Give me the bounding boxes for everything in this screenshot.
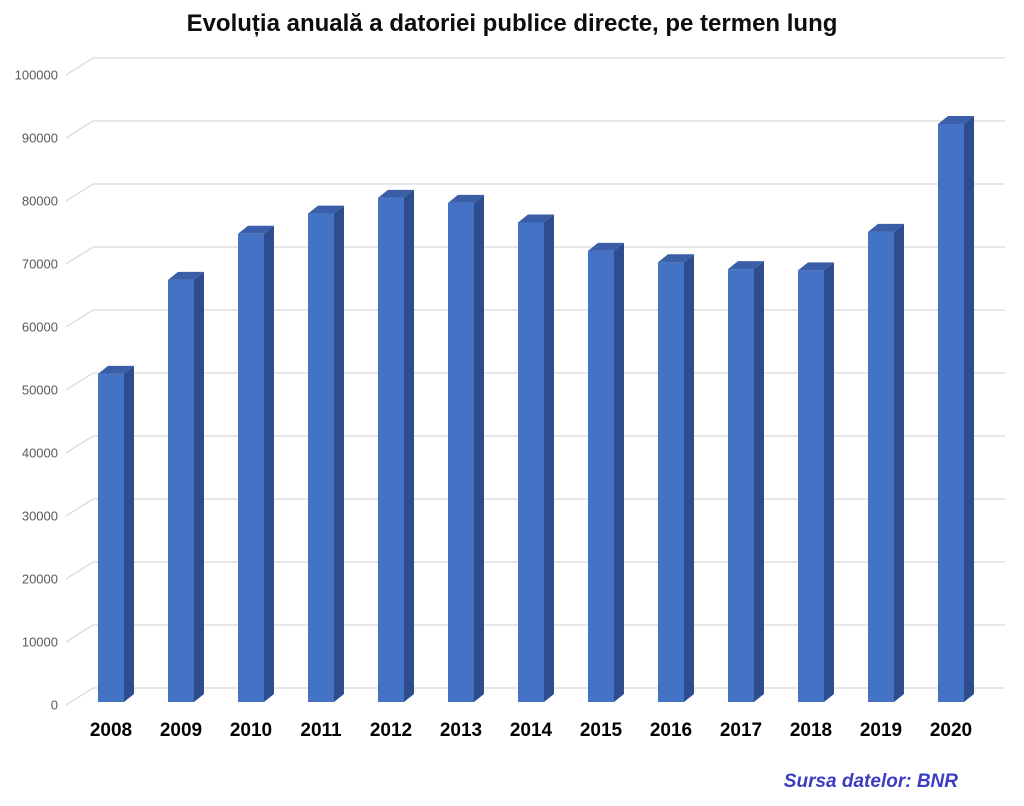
- bar-top-face: [238, 225, 274, 234]
- bar-side-face: [404, 189, 414, 702]
- x-tick-label: 2013: [440, 720, 482, 741]
- y-tick-label: 20000: [22, 571, 58, 586]
- gridline-diagonal: [65, 120, 94, 139]
- y-tick-label: 70000: [22, 256, 58, 271]
- bar-side-face: [614, 242, 624, 702]
- bar-side-face: [264, 225, 274, 702]
- gridline-diagonal: [65, 183, 94, 202]
- bar-side-face: [754, 261, 764, 702]
- gridline-diagonal: [65, 498, 94, 517]
- bar-top-face: [518, 214, 554, 223]
- x-tick-label: 2014: [510, 720, 553, 741]
- x-tick-label: 2010: [230, 720, 272, 741]
- gridline-diagonal: [65, 309, 94, 328]
- bar-side-face: [194, 271, 204, 702]
- bar-side-face: [684, 254, 694, 702]
- bar-top-face: [938, 116, 974, 125]
- y-tick-label: 80000: [22, 193, 58, 208]
- x-tick-label: 2009: [160, 720, 202, 741]
- gridline-diagonal: [65, 372, 94, 391]
- x-tick-label: 2008: [90, 720, 132, 741]
- bar-top-face: [168, 271, 204, 280]
- bar-top-face: [868, 223, 904, 232]
- bar-front-face: [168, 279, 194, 702]
- gridline-diagonal: [65, 561, 94, 580]
- bar-side-face: [544, 214, 554, 702]
- x-tick-label: 2019: [860, 720, 902, 741]
- bar-front-face: [518, 222, 544, 702]
- y-tick-label: 60000: [22, 319, 58, 334]
- bar-side-face: [334, 205, 344, 702]
- bar-side-face: [964, 116, 974, 702]
- bar-top-face: [658, 254, 694, 263]
- bar-top-face: [798, 262, 834, 271]
- gridline-diagonal: [65, 624, 94, 643]
- x-tick-label: 2011: [300, 720, 342, 741]
- chart-title: Evoluția anuală a datoriei publice direc…: [186, 10, 838, 37]
- x-tick-label: 2017: [720, 720, 762, 741]
- gridline-diagonal: [65, 687, 94, 706]
- gridline-diagonal: [65, 435, 94, 454]
- y-tick-label: 50000: [22, 382, 58, 397]
- bar-side-face: [894, 223, 904, 702]
- bar-front-face: [658, 262, 684, 702]
- x-tick-label: 2018: [790, 720, 832, 741]
- y-tick-label: 90000: [22, 130, 58, 145]
- bar-top-face: [588, 242, 624, 251]
- bar-top-face: [378, 189, 414, 198]
- bar-front-face: [98, 373, 124, 702]
- bar-top-face: [308, 205, 344, 214]
- x-tick-label: 2012: [370, 720, 412, 741]
- bar-top-face: [448, 194, 484, 203]
- bar-front-face: [448, 202, 474, 702]
- bar-front-face: [938, 124, 964, 702]
- x-tick-label: 2015: [580, 720, 623, 741]
- bar-front-face: [238, 233, 264, 702]
- bar-front-face: [798, 270, 824, 702]
- bar-front-face: [728, 269, 754, 702]
- bar-top-face: [98, 365, 134, 374]
- y-tick-label: 40000: [22, 445, 58, 460]
- bar-front-face: [308, 213, 334, 702]
- bar-side-face: [824, 262, 834, 702]
- gridline-diagonal: [65, 246, 94, 265]
- bar-front-face: [868, 231, 894, 702]
- x-tick-label: 2020: [930, 720, 972, 741]
- bar-side-face: [124, 365, 134, 702]
- y-tick-label: 10000: [22, 634, 58, 649]
- y-tick-label: 100000: [15, 67, 58, 82]
- source-note: Sursa datelor: BNR: [783, 771, 958, 792]
- x-tick-label: 2016: [650, 720, 692, 741]
- bar-side-face: [474, 194, 484, 702]
- bar-front-face: [588, 250, 614, 702]
- gridline-diagonal: [65, 57, 94, 76]
- y-tick-label: 0: [51, 697, 58, 712]
- bar-front-face: [378, 197, 404, 702]
- y-tick-label: 30000: [22, 508, 58, 523]
- bar-top-face: [728, 261, 764, 270]
